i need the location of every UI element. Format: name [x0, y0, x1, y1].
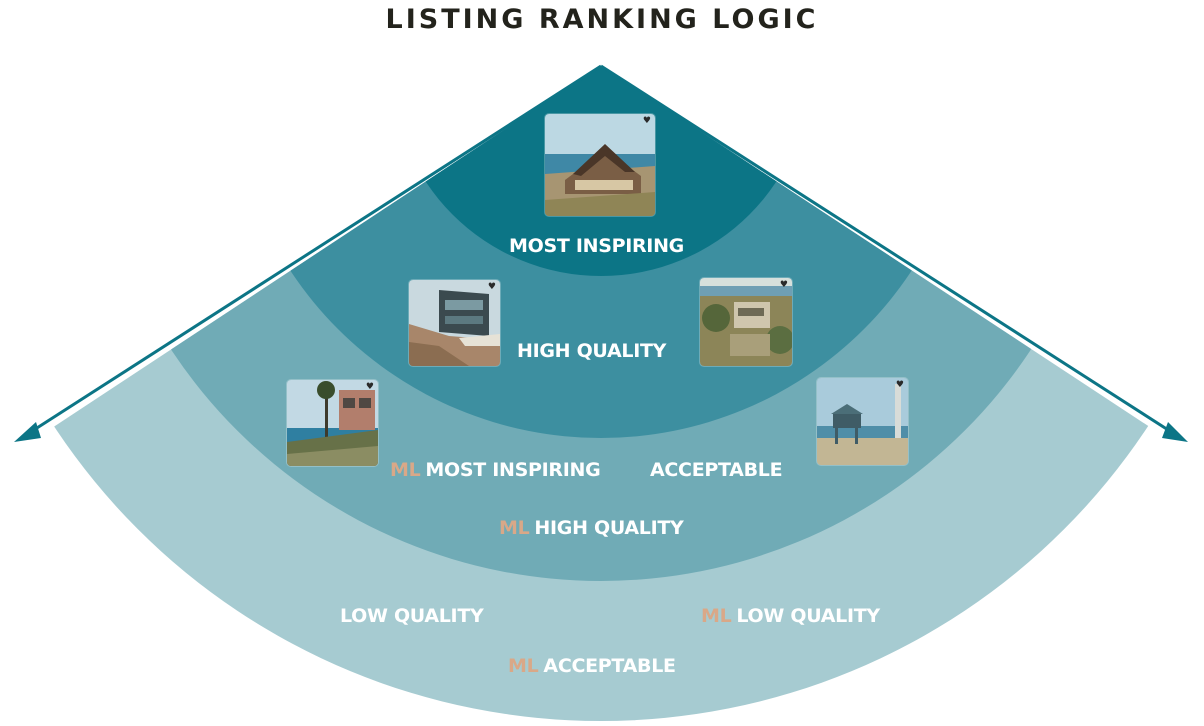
favorite-heart-icon[interactable]: ♥ [642, 116, 651, 126]
favorite-heart-icon[interactable]: ♥ [365, 382, 374, 392]
right-arrowhead [1162, 422, 1188, 442]
listing-photo-beach-lifeguard-tower: ♥ [817, 378, 908, 465]
label-ml-low-quality: ML LOW QUALITY [701, 605, 880, 627]
ml-prefix: ML [390, 459, 421, 481]
tier-band-2 [229, 66, 973, 438]
favorite-heart-icon[interactable]: ♥ [779, 280, 788, 290]
listing-photo-coastal-lodge: ♥ [545, 114, 655, 216]
left-arrowhead [14, 422, 41, 442]
ml-prefix: ML [508, 655, 539, 677]
label-low-quality: LOW QUALITY [340, 605, 484, 627]
listing-photo-palm-cliff-house: ♥ [287, 380, 378, 466]
label-most-inspiring: MOST INSPIRING [509, 235, 684, 257]
favorite-heart-icon[interactable]: ♥ [487, 282, 496, 292]
label-ml-acceptable: ML ACCEPTABLE [508, 655, 676, 677]
label-ml-high-quality: ML HIGH QUALITY [499, 517, 684, 539]
label-acceptable: ACCEPTABLE [650, 459, 783, 481]
listing-photo-oceanview-estate: ♥ [700, 278, 792, 366]
favorite-heart-icon[interactable]: ♥ [895, 380, 904, 390]
label-ml-most-inspiring: ML MOST INSPIRING [390, 459, 601, 481]
ml-prefix: ML [701, 605, 732, 627]
diagram-title: LISTING RANKING LOGIC [385, 4, 819, 35]
right-boundary-line [600, 64, 1177, 437]
label-high-quality: HIGH QUALITY [517, 340, 667, 362]
left-boundary-line [25, 64, 602, 437]
tier-band-inner [391, 66, 811, 276]
ml-prefix: ML [499, 517, 530, 539]
listing-photo-modern-cliff-house: ♥ [409, 280, 500, 366]
